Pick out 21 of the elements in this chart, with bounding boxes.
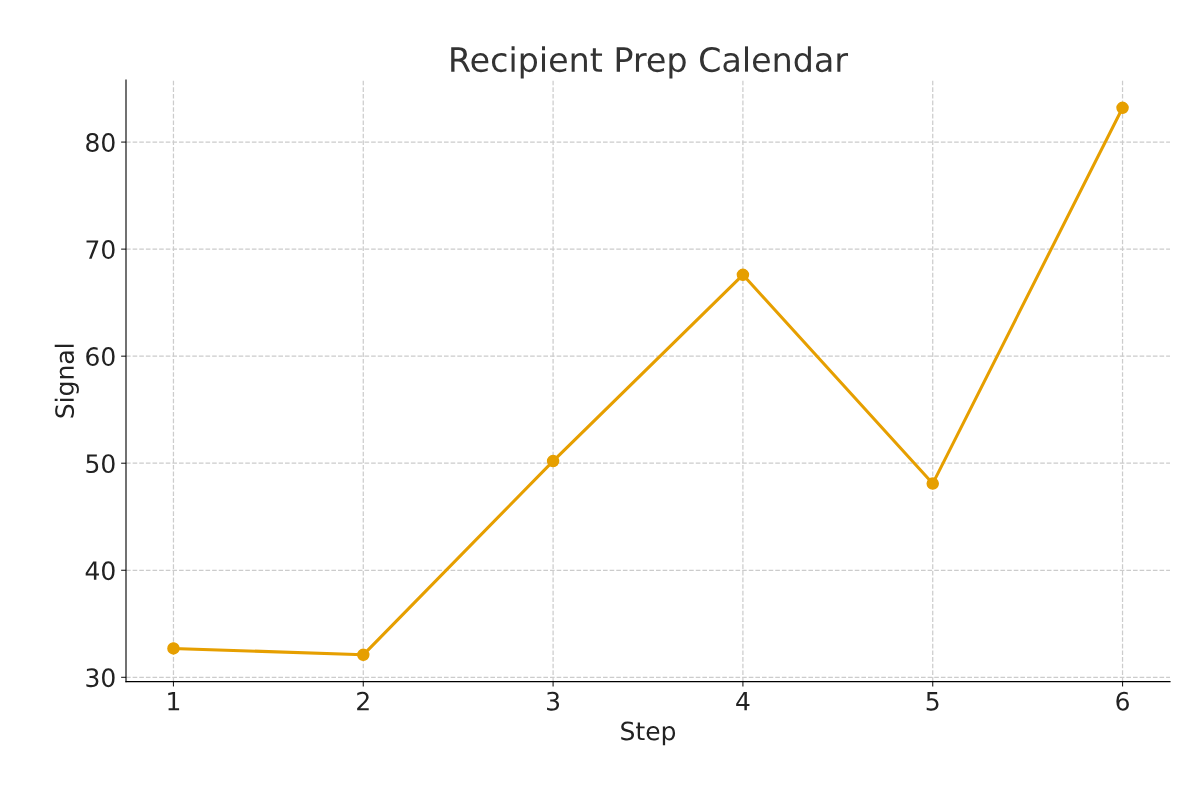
point	[736, 268, 750, 282]
point	[357, 648, 370, 662]
y-tick-label: 70	[86, 240, 115, 259]
point	[926, 477, 939, 490]
x-axis-title: Step	[621, 721, 676, 746]
chart-title: Recipient Prep Calendar	[451, 46, 849, 79]
x-tick-label: 2	[357, 691, 369, 711]
x-tick-label: 1	[168, 692, 180, 711]
y-tick-label: 30	[86, 668, 115, 688]
x-tick-label: 4	[736, 692, 750, 711]
x-tick-label: 3	[547, 691, 560, 711]
point	[546, 454, 560, 468]
y-tick-label: 40	[85, 561, 115, 581]
point	[1116, 101, 1129, 115]
y-tick-label: 50	[86, 454, 115, 474]
x-tick-label: 5	[926, 692, 939, 711]
y-tick-label: 60	[86, 347, 115, 367]
y-tick-label: 80	[86, 133, 115, 152]
x-tick-label: 6	[1116, 691, 1129, 711]
y-axis-title: Signal	[54, 344, 79, 418]
point	[167, 642, 180, 655]
